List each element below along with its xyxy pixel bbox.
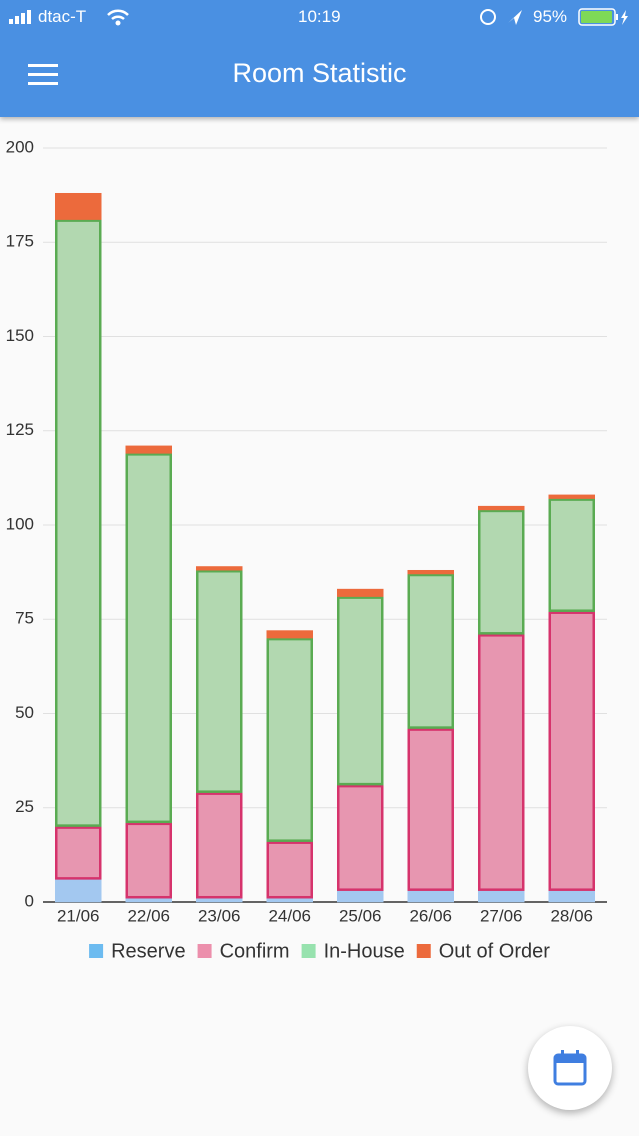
y-tick-label: 50 (15, 703, 34, 722)
bar-segment (548, 890, 595, 903)
bar-segment (196, 897, 243, 903)
y-tick-label: 175 (6, 232, 34, 251)
calendar-icon (553, 1050, 587, 1086)
bar-segment (196, 569, 243, 793)
y-tick-label: 75 (15, 609, 34, 628)
bar-segment (407, 728, 454, 891)
bar-segment (55, 826, 102, 880)
x-tick-label: 26/06 (409, 906, 452, 925)
y-tick-label: 100 (6, 514, 34, 533)
bar-segment (125, 453, 172, 824)
bar-segment (55, 879, 102, 903)
chart: 0 25 50 75 100 125 150 175 200 21/06 22/06 23/06 24/… (6, 137, 607, 962)
bar-segment (478, 505, 525, 511)
bar-segment (407, 569, 454, 575)
clock: 10:19 (298, 7, 341, 26)
battery-level: 95% (533, 7, 568, 26)
x-tick-label: 27/06 (480, 906, 523, 925)
bar-segment (337, 596, 384, 786)
app-bar: Room Statistic (0, 0, 639, 117)
bar-segment (125, 445, 172, 454)
bar-segment (478, 634, 525, 891)
legend-swatch (89, 944, 104, 958)
bar-segment (407, 573, 454, 729)
calendar-button[interactable] (528, 1026, 612, 1110)
signal-icon (9, 10, 31, 24)
bar-segment (55, 192, 102, 220)
x-tick-label: 25/06 (339, 906, 382, 925)
legend-label: Out of Order (439, 940, 550, 962)
carrier: dtac-T (38, 7, 87, 26)
bar-segment (337, 890, 384, 903)
bar-segment (196, 566, 243, 571)
bar-segment (407, 890, 454, 903)
legend-swatch (197, 944, 212, 958)
bar-segment (478, 890, 525, 903)
menu-button[interactable] (28, 64, 58, 86)
y-tick-label: 0 (25, 891, 34, 910)
bar-segment (125, 822, 172, 899)
bar-segment (266, 637, 313, 842)
bar-segment (478, 509, 525, 635)
bar-segment (548, 611, 595, 891)
bar-segment (125, 897, 172, 903)
x-tick-label: 24/06 (268, 906, 311, 925)
status-icons (480, 9, 522, 25)
x-tick-label: 23/06 (198, 906, 241, 925)
bar-segment (548, 498, 595, 612)
wifi-icon (107, 9, 129, 26)
x-tick-label: 28/06 (550, 906, 593, 925)
legend-label: In-House (324, 940, 405, 962)
bar-segment (55, 219, 102, 827)
bar-segment (196, 792, 243, 899)
x-tick-label: 22/06 (127, 906, 170, 925)
legend-label: Reserve (111, 940, 185, 962)
bar-segment (266, 841, 313, 899)
bar-segment (548, 494, 595, 499)
bar-segment (266, 897, 313, 903)
legend-swatch (301, 944, 316, 958)
y-tick-label: 125 (6, 420, 34, 439)
battery-icon (578, 8, 628, 26)
y-tick-label: 200 (6, 137, 34, 156)
bar-segment (337, 784, 384, 891)
app-title: Room Statistic (232, 58, 407, 88)
y-tick-label: 150 (6, 326, 34, 345)
x-tick-label: 21/06 (57, 906, 100, 925)
bar-segment (266, 630, 313, 639)
legend-swatch (416, 944, 431, 958)
y-tick-label: 25 (15, 797, 34, 816)
status-bar: dtac-T 10:19 95% (0, 0, 639, 34)
legend-label: Confirm (220, 940, 290, 962)
bar-segment (337, 588, 384, 597)
